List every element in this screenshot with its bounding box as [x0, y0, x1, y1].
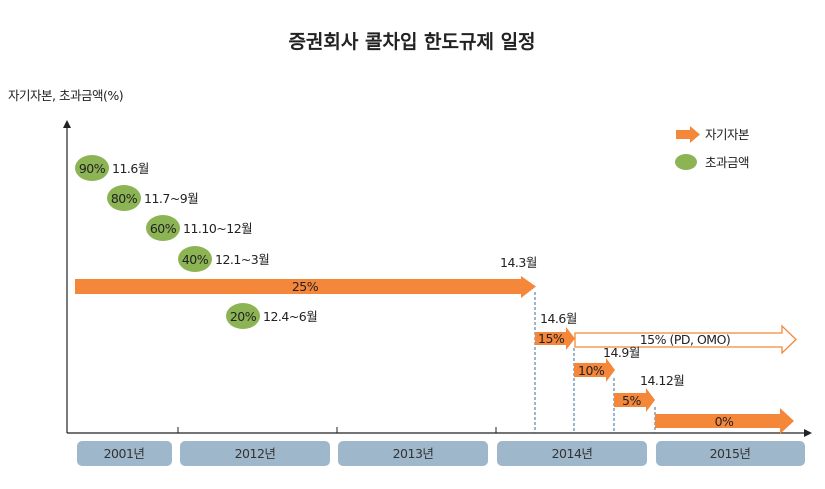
excess-pct: 80% [111, 191, 138, 206]
equity-pct: 5% [622, 393, 641, 408]
excess-marker [107, 185, 141, 211]
year-label: 2015년 [710, 446, 751, 461]
y-axis-label: 자기자본, 초과금액(%) [8, 88, 123, 103]
axes [63, 120, 812, 437]
year-boxes: 2001년 2012년 2013년 2014년 2015년 [77, 441, 805, 466]
year-box [656, 441, 805, 466]
equity-arrow [655, 408, 794, 434]
equity-date: 14.9월 [603, 345, 640, 360]
equity-arrow [574, 358, 615, 382]
equity-date: 14.6월 [540, 311, 577, 326]
year-label: 2014년 [552, 446, 593, 461]
excess-marker [75, 155, 109, 181]
equity-pct: 25% [292, 279, 319, 294]
legend-excess-label: 초과금액 [705, 155, 749, 170]
excess-pct: 90% [79, 161, 106, 176]
excess-period: 12.1~3월 [215, 252, 269, 267]
excess-period: 12.4~6월 [263, 309, 317, 324]
excess-marker [226, 303, 260, 329]
pd-omo-label: 15% (PD, OMO) [640, 332, 731, 347]
pd-omo-hollow-arrow [574, 324, 797, 355]
excess-pct: 40% [182, 252, 209, 267]
year-box [497, 441, 647, 466]
year-box [180, 441, 330, 466]
legend: 자기자본 초과금액 [675, 126, 750, 170]
equity-steps: 25% 14.3월 15% 14.6월 15% (PD, OMO) 10% 14… [75, 255, 797, 434]
excess-marker [178, 246, 212, 272]
excess-steps: 90% 11.6월 80% 11.7~9월 60% 11.10~12월 40% … [75, 155, 318, 329]
equity-date: 14.12월 [640, 373, 684, 388]
excess-period: 11.7~9월 [144, 191, 198, 206]
excess-period: 11.10~12월 [183, 221, 252, 236]
equity-pct: 0% [715, 414, 734, 429]
excess-period: 11.6월 [112, 161, 149, 176]
diagram-title: 증권회사 콜차입 한도규제 일정 [288, 31, 535, 53]
equity-date: 14.3월 [500, 255, 537, 270]
equity-arrow [614, 388, 655, 412]
excess-pct: 60% [150, 221, 177, 236]
legend-arrow-icon [676, 126, 700, 143]
x-axis-arrow-icon [804, 429, 812, 437]
year-label: 2013년 [393, 446, 434, 461]
y-axis-arrow-icon [63, 120, 71, 128]
legend-equity-label: 자기자본 [705, 127, 749, 142]
year-box [77, 441, 172, 466]
year-box [338, 441, 488, 466]
equity-arrow [535, 327, 575, 350]
excess-pct: 20% [230, 309, 257, 324]
year-label: 2012년 [235, 446, 276, 461]
equity-arrow [75, 276, 536, 298]
equity-pct: 10% [578, 363, 605, 378]
legend-ellipse-icon [675, 154, 697, 170]
excess-marker [146, 215, 180, 241]
equity-pct: 15% [538, 331, 565, 346]
year-label: 2001년 [104, 446, 145, 461]
